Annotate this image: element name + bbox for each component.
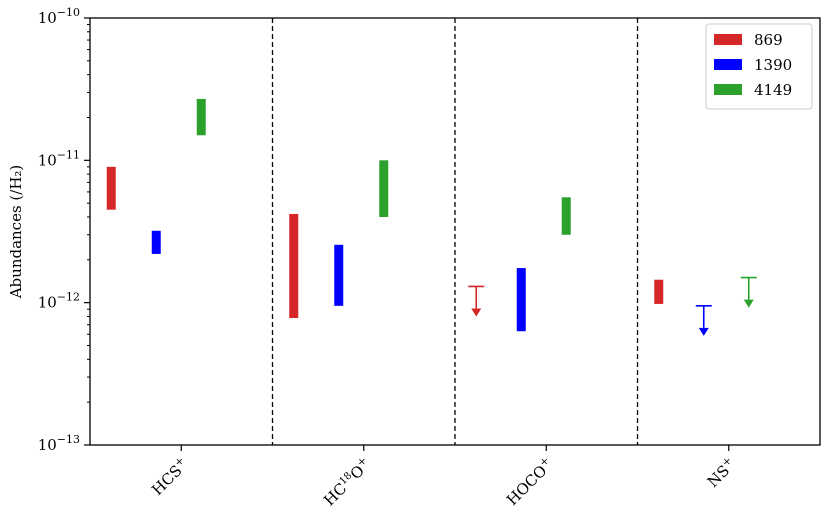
legend-swatch — [714, 59, 742, 70]
range-bar — [516, 268, 526, 332]
upper-limit-arrow — [743, 299, 754, 308]
upper-limit-arrow — [471, 308, 482, 317]
legend-label: 1390 — [754, 56, 792, 74]
upper-limit-marker — [695, 305, 712, 336]
legend-label: 4149 — [754, 81, 792, 99]
y-tick-label: 10−10 — [38, 6, 80, 27]
y-tick-label: 10−11 — [38, 148, 80, 169]
legend-label: 869 — [754, 31, 783, 49]
range-bar — [196, 98, 206, 136]
x-category-label: HCS+ — [147, 454, 192, 499]
range-bar — [334, 244, 344, 306]
range-bar — [106, 166, 116, 210]
legend-swatch — [714, 84, 742, 95]
upper-limit-arrow — [698, 327, 709, 336]
upper-limit-marker — [468, 285, 485, 317]
range-bar — [561, 197, 571, 235]
y-tick-label: 10−13 — [38, 433, 80, 454]
plot-frame — [89, 17, 821, 446]
x-category-label: NS+ — [702, 454, 739, 491]
range-bar — [289, 213, 299, 319]
x-category-label: HC18O+ — [319, 454, 375, 510]
legend-swatch — [714, 34, 742, 45]
range-bar — [379, 160, 389, 217]
y-tick-label: 10−12 — [38, 291, 80, 312]
x-category-label: HOCO+ — [502, 454, 557, 509]
upper-limit-marker — [740, 276, 757, 308]
range-bar — [654, 279, 664, 304]
range-bar — [151, 230, 161, 254]
y-axis-label: Abundances (/H₂) — [7, 165, 25, 300]
